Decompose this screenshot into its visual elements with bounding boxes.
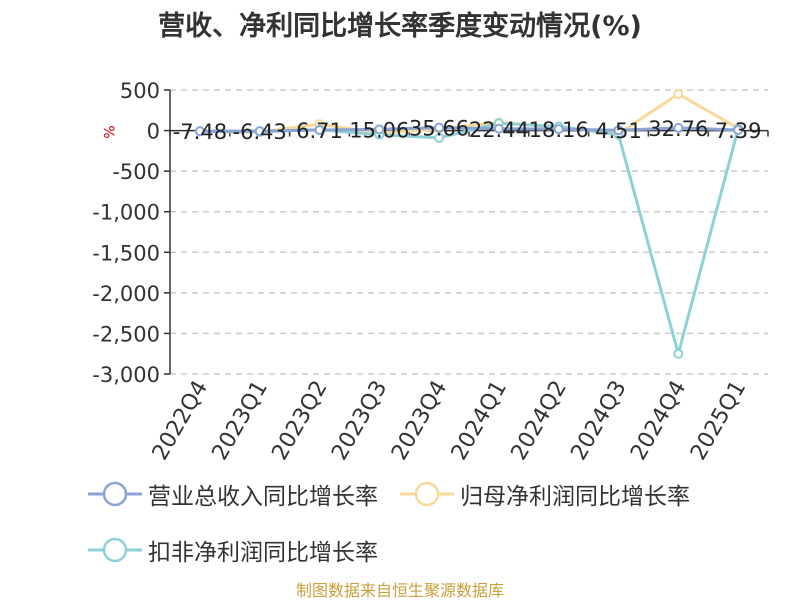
data-point: [194, 126, 205, 137]
data-point: [673, 348, 684, 359]
y-tick-label: -2,500: [92, 322, 160, 346]
data-label: 4.51: [595, 119, 642, 143]
y-tick-label: -1,000: [92, 201, 160, 225]
legend-item[interactable]: 归母净利润同比增长率: [400, 472, 690, 516]
x-tick-label: 2025Q1: [686, 377, 751, 465]
x-tick-label: 2024Q3: [566, 377, 631, 465]
legend-item[interactable]: 营业总收入同比增长率: [88, 472, 378, 516]
legend-item[interactable]: 扣非净利润同比增长率: [88, 528, 378, 572]
data-label: 7.39: [715, 119, 762, 143]
grid-lines: [170, 89, 768, 375]
series-line: [199, 92, 739, 136]
data-point: [314, 125, 325, 136]
x-tick-label: 2024Q2: [507, 377, 572, 465]
data-point: [673, 89, 684, 100]
data-label: 6.71: [296, 119, 343, 143]
data-label: 32.76: [648, 117, 708, 141]
data-point: [434, 122, 445, 133]
y-tick-label: -500: [112, 160, 160, 184]
y-tick-label: -1,500: [92, 241, 160, 265]
data-point: [493, 123, 504, 134]
x-tick-label: 2024Q1: [447, 377, 512, 465]
source-note: 制图数据来自恒生聚源数据库: [295, 581, 504, 600]
legend-label: 营业总收入同比增长率: [148, 484, 378, 510]
data-point: [673, 122, 684, 133]
data-point: [613, 125, 624, 136]
data-label: 22.44: [469, 118, 529, 142]
legend-label: 扣非净利润同比增长率: [148, 540, 378, 566]
series-line: [199, 126, 739, 133]
series-lines: [194, 89, 744, 359]
y-tick-label: -2,000: [92, 282, 160, 306]
series-line: [199, 121, 740, 356]
y-tick-label: 500: [120, 79, 160, 103]
legend-swatch-icon: [400, 481, 454, 507]
legend-swatch-icon: [88, 537, 142, 563]
data-point: [374, 124, 385, 135]
data-label: -6.43: [233, 120, 287, 144]
y-tick-label: -3,000: [92, 363, 160, 387]
data-label: 18.16: [529, 118, 589, 142]
x-tick-label: 2023Q4: [387, 376, 452, 464]
data-point: [733, 124, 744, 135]
data-label: -7.48: [173, 120, 227, 144]
x-tick-label: 2024Q4: [626, 377, 691, 465]
x-tick-label: 2023Q3: [327, 377, 392, 465]
legend-swatch-icon: [88, 481, 142, 507]
x-tick-label: 2022Q4: [148, 377, 213, 465]
x-tick-label: 2023Q1: [208, 377, 273, 465]
data-point: [254, 126, 265, 137]
data-point: [434, 132, 445, 143]
data-label: 35.66: [409, 117, 469, 141]
y-axis-label: %: [100, 125, 116, 138]
x-tick-label: 2023Q2: [267, 377, 332, 465]
legend: 营业总收入同比增长率 归母净利润同比增长率扣非净利润同比增长率: [88, 472, 768, 584]
y-tick-label: 0: [147, 120, 160, 144]
chart-title: 营收、净利同比增长率季度变动情况(%): [158, 11, 642, 42]
data-labels: -7.48 -6.43 6.71 15.06 35.66 22.44 18.16 4.51 32…: [173, 117, 762, 145]
data-label: 15.06: [349, 118, 409, 142]
legend-label: 归母净利润同比增长率: [460, 484, 690, 510]
data-point: [553, 124, 564, 135]
